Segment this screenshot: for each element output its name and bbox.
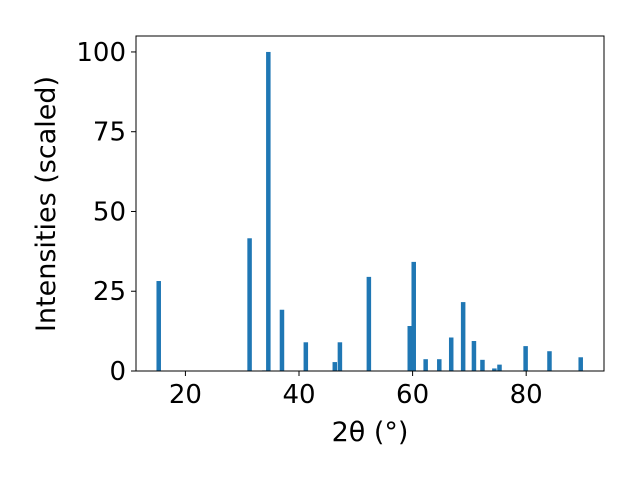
bar xyxy=(247,238,252,371)
x-tick-label: 20 xyxy=(169,380,202,410)
bar xyxy=(460,302,466,371)
x-axis-ticks: 20 40 60 80 xyxy=(169,371,543,410)
y-tick-label: 50 xyxy=(93,197,126,227)
bar xyxy=(448,337,454,371)
x-axis-label: 2θ (°) xyxy=(332,417,409,448)
y-tick-label: 75 xyxy=(93,118,126,148)
y-tick-label: 25 xyxy=(93,277,126,307)
bar xyxy=(471,341,477,371)
bar xyxy=(523,346,528,371)
x-tick-label: 80 xyxy=(510,380,543,410)
bar xyxy=(437,359,442,371)
bar xyxy=(480,359,485,371)
bar xyxy=(303,342,309,371)
bar xyxy=(497,364,502,371)
plot-frame xyxy=(135,35,605,372)
y-axis-ticks: 0 25 50 75 100 xyxy=(76,38,136,387)
bar xyxy=(411,261,416,371)
bar xyxy=(492,368,497,371)
bar xyxy=(279,309,285,371)
y-tick-label: 100 xyxy=(76,38,126,68)
bar xyxy=(266,51,271,371)
bar xyxy=(366,276,372,371)
bar xyxy=(407,326,413,371)
bar xyxy=(578,357,583,371)
x-tick-label: 40 xyxy=(282,380,315,410)
bar xyxy=(337,342,343,371)
bars-group xyxy=(156,51,583,371)
bar xyxy=(332,362,338,371)
bar xyxy=(156,281,161,371)
y-tick-label: 0 xyxy=(109,357,126,387)
bar xyxy=(547,351,552,371)
bar xyxy=(423,359,428,371)
x-tick-label: 60 xyxy=(396,380,429,410)
y-axis-label: Intensities (scaled) xyxy=(31,76,62,332)
